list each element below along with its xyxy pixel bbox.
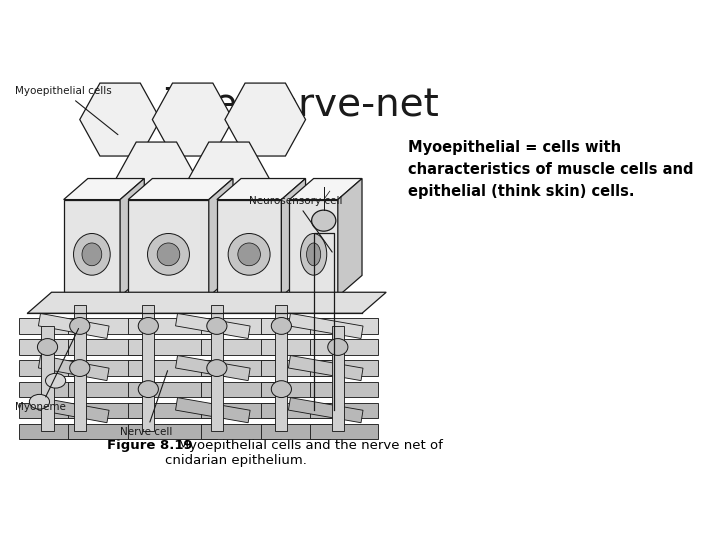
Polygon shape <box>225 83 305 156</box>
Ellipse shape <box>82 243 102 266</box>
Polygon shape <box>332 326 344 431</box>
Ellipse shape <box>45 373 66 388</box>
Polygon shape <box>201 424 282 439</box>
Polygon shape <box>38 397 109 423</box>
Ellipse shape <box>157 243 180 266</box>
Polygon shape <box>310 340 378 355</box>
Polygon shape <box>261 340 330 355</box>
Polygon shape <box>63 179 144 200</box>
Polygon shape <box>201 382 282 397</box>
Polygon shape <box>289 397 363 423</box>
Ellipse shape <box>207 318 227 334</box>
Polygon shape <box>128 340 217 355</box>
Polygon shape <box>68 319 148 334</box>
Polygon shape <box>128 361 217 376</box>
Ellipse shape <box>271 318 292 334</box>
Polygon shape <box>275 305 287 431</box>
Polygon shape <box>19 319 88 334</box>
Polygon shape <box>128 382 217 397</box>
Polygon shape <box>176 397 250 423</box>
Polygon shape <box>143 305 154 431</box>
Polygon shape <box>80 83 161 156</box>
Ellipse shape <box>228 233 270 275</box>
Polygon shape <box>289 179 362 200</box>
Polygon shape <box>310 403 378 418</box>
Polygon shape <box>282 179 305 296</box>
Polygon shape <box>217 200 282 296</box>
Polygon shape <box>201 340 282 355</box>
Polygon shape <box>120 179 144 296</box>
Text: Myoneme: Myoneme <box>15 328 78 412</box>
Ellipse shape <box>207 360 227 376</box>
Text: Neurosensory cell: Neurosensory cell <box>249 196 343 252</box>
Polygon shape <box>176 355 250 381</box>
Polygon shape <box>68 361 148 376</box>
Polygon shape <box>128 403 217 418</box>
Polygon shape <box>211 305 223 431</box>
Polygon shape <box>19 382 88 397</box>
Polygon shape <box>19 403 88 418</box>
Polygon shape <box>63 200 120 296</box>
Polygon shape <box>209 179 233 296</box>
Ellipse shape <box>328 339 348 355</box>
Polygon shape <box>68 424 148 439</box>
Polygon shape <box>42 326 53 431</box>
Ellipse shape <box>73 233 110 275</box>
Polygon shape <box>19 424 88 439</box>
Polygon shape <box>289 200 338 296</box>
Polygon shape <box>73 305 86 431</box>
Ellipse shape <box>70 360 90 376</box>
Polygon shape <box>310 424 378 439</box>
Polygon shape <box>261 403 330 418</box>
Text: The nerve-net: The nerve-net <box>165 85 439 124</box>
Polygon shape <box>201 361 282 376</box>
Polygon shape <box>38 313 109 339</box>
Polygon shape <box>310 382 378 397</box>
Text: Nerve cell: Nerve cell <box>120 370 173 437</box>
Polygon shape <box>128 179 233 200</box>
Polygon shape <box>201 319 282 334</box>
Polygon shape <box>128 200 209 296</box>
Ellipse shape <box>307 243 320 266</box>
Polygon shape <box>128 424 217 439</box>
Polygon shape <box>217 179 305 200</box>
Ellipse shape <box>138 381 158 397</box>
Ellipse shape <box>30 394 50 409</box>
Polygon shape <box>261 361 330 376</box>
Polygon shape <box>189 142 269 215</box>
Text: Myoepithelial = cells with
characteristics of muscle cells and
epithelial (think: Myoepithelial = cells with characteristi… <box>408 140 693 199</box>
Text: Myoepithelial cells and the nerve net of
cnidarian epithelium.: Myoepithelial cells and the nerve net of… <box>166 439 444 467</box>
Polygon shape <box>310 319 378 334</box>
Ellipse shape <box>148 233 189 275</box>
Text: Myoepithelial cells: Myoepithelial cells <box>15 86 118 134</box>
Polygon shape <box>289 313 363 339</box>
Ellipse shape <box>300 233 327 275</box>
Polygon shape <box>19 361 88 376</box>
Polygon shape <box>201 403 282 418</box>
Ellipse shape <box>138 318 158 334</box>
Polygon shape <box>176 313 250 339</box>
Polygon shape <box>116 142 197 215</box>
Ellipse shape <box>271 381 292 397</box>
Polygon shape <box>68 403 148 418</box>
Polygon shape <box>27 292 386 313</box>
Polygon shape <box>153 83 233 156</box>
Polygon shape <box>261 382 330 397</box>
Text: Figure 8.19: Figure 8.19 <box>107 439 192 452</box>
Ellipse shape <box>37 339 58 355</box>
Polygon shape <box>128 319 217 334</box>
Polygon shape <box>261 319 330 334</box>
Ellipse shape <box>312 210 336 231</box>
Ellipse shape <box>238 243 261 266</box>
Polygon shape <box>68 340 148 355</box>
Polygon shape <box>310 361 378 376</box>
Polygon shape <box>338 179 362 296</box>
Polygon shape <box>289 355 363 381</box>
Ellipse shape <box>70 318 90 334</box>
Polygon shape <box>261 424 330 439</box>
Polygon shape <box>19 340 88 355</box>
Polygon shape <box>68 382 148 397</box>
Polygon shape <box>38 355 109 381</box>
